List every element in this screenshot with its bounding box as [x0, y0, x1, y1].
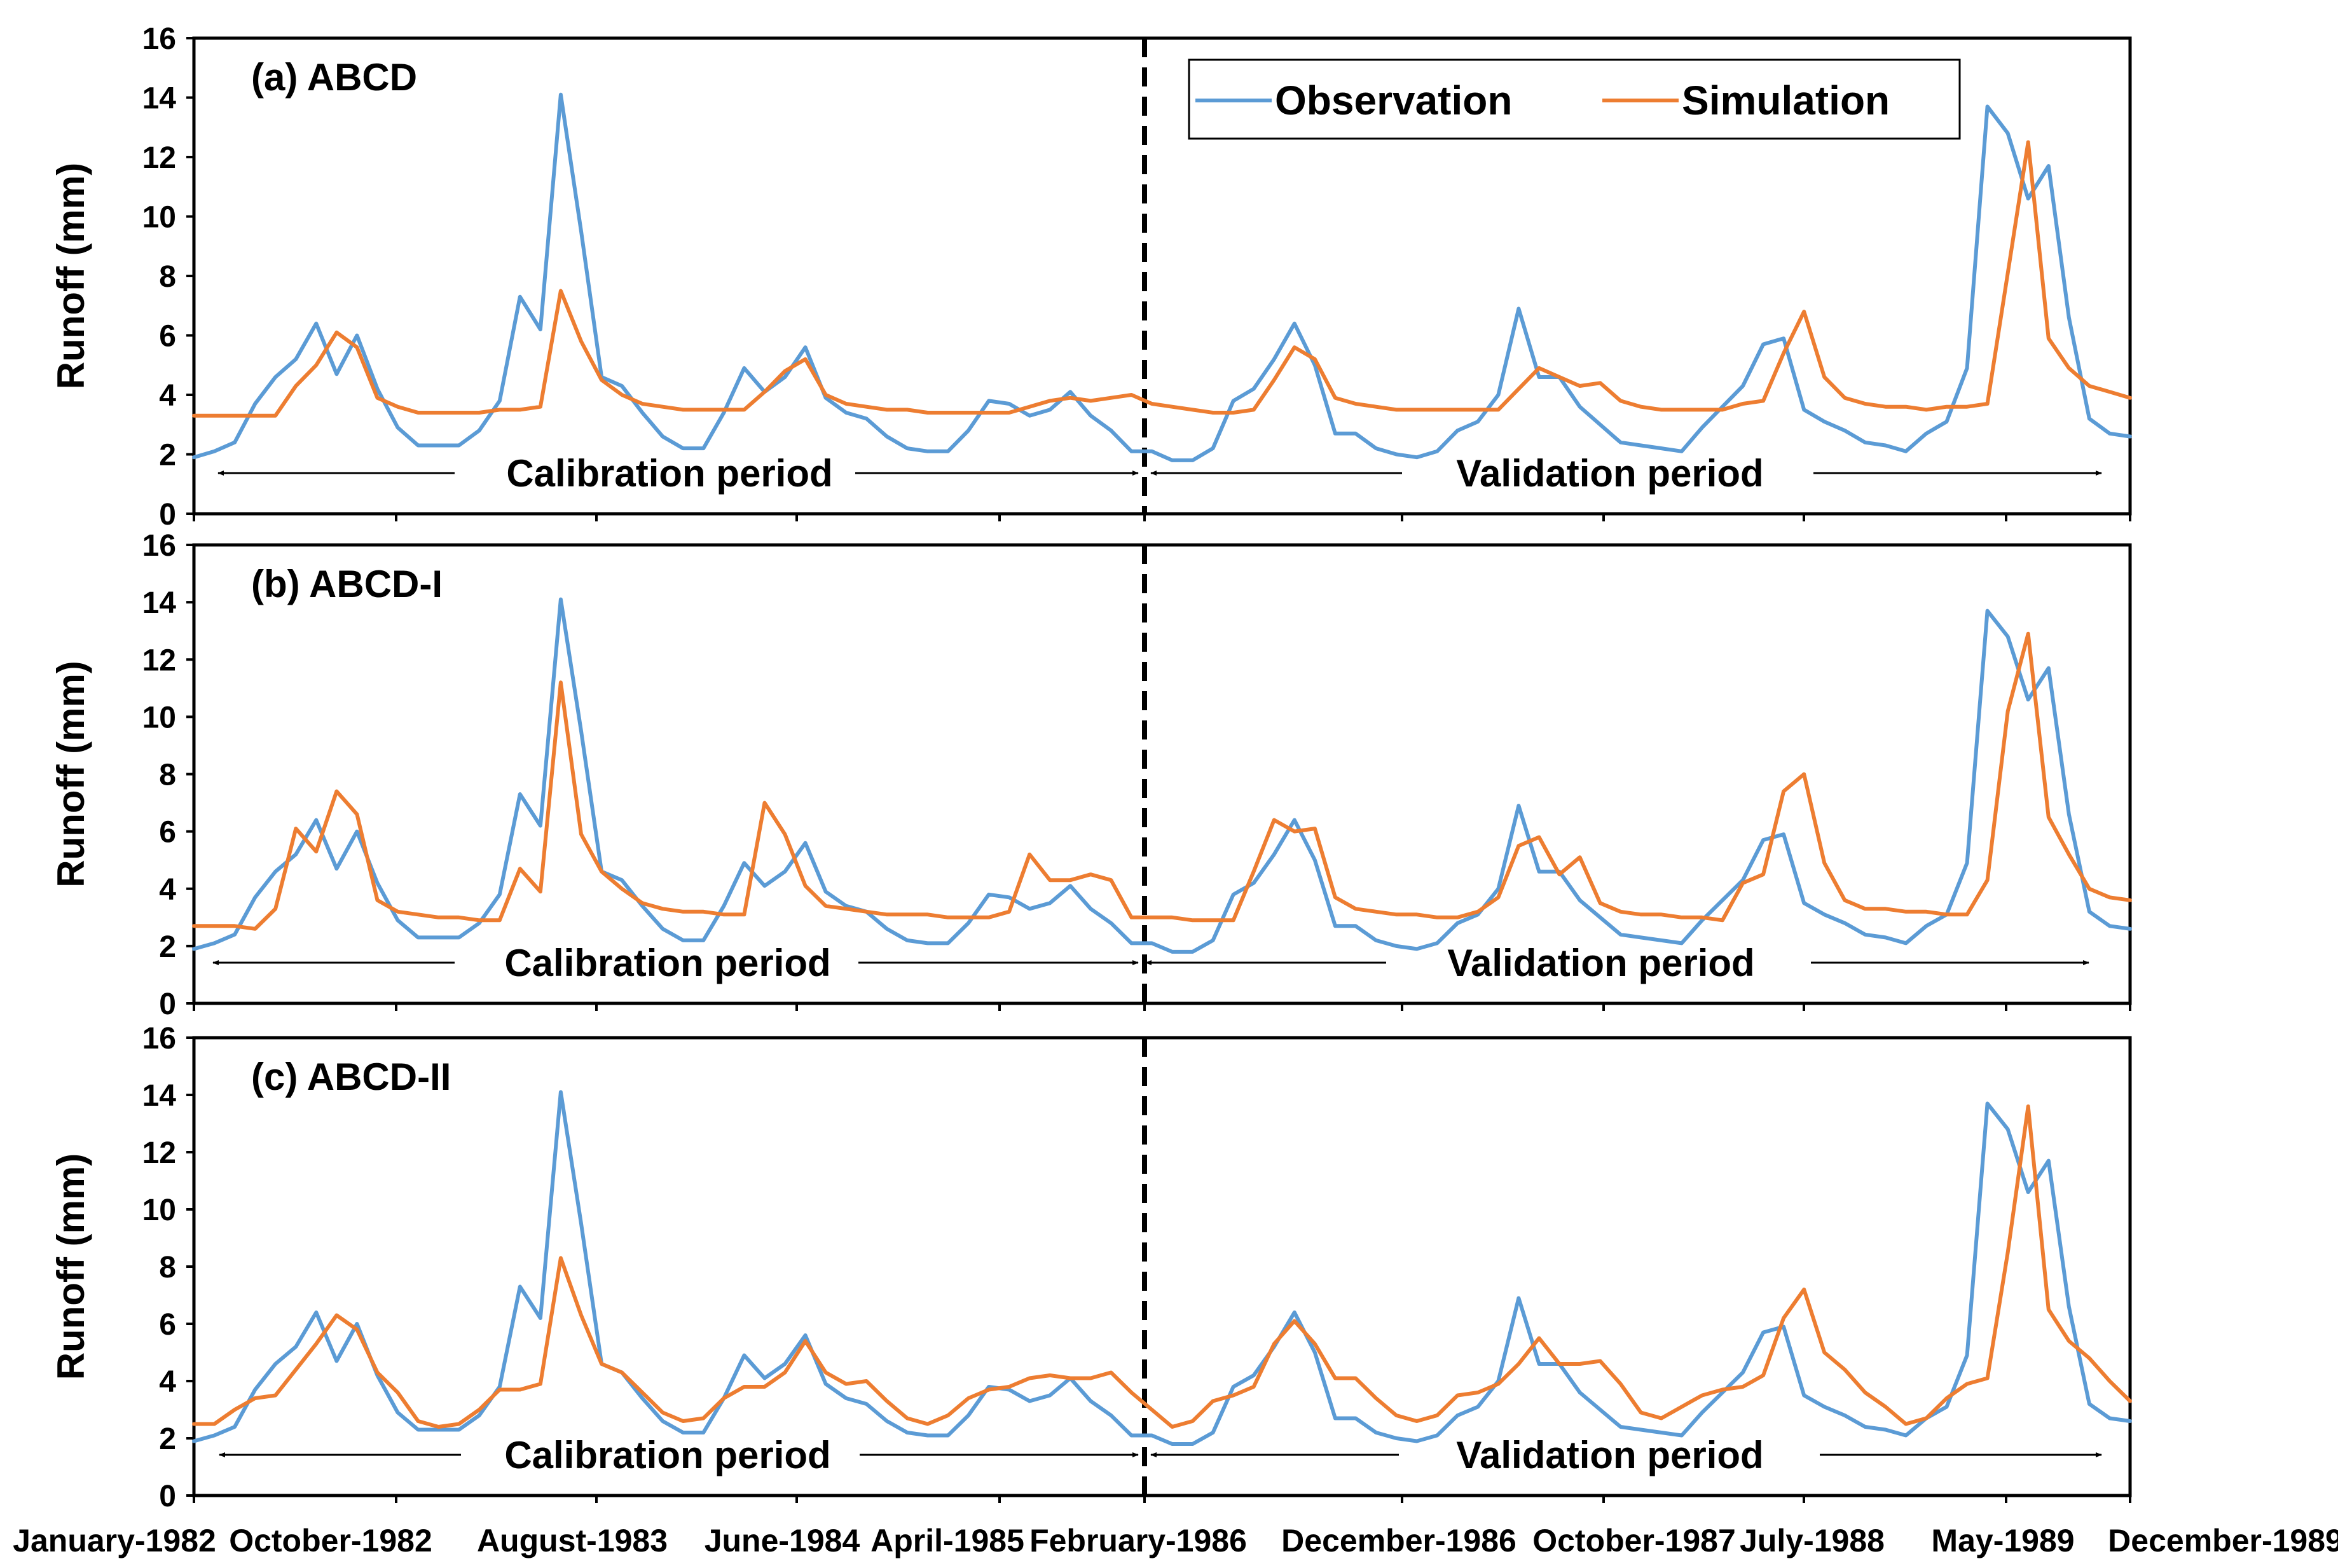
x-tick-label: December-1989: [2108, 1523, 2338, 1558]
y-tick-label: 2: [159, 930, 176, 964]
y-tick-label: 14: [142, 1079, 177, 1113]
simulation-series-line: [192, 1104, 2132, 1429]
x-tick-label: January-1982: [13, 1523, 216, 1558]
y-tick-label: 12: [142, 141, 176, 175]
plot-frame: [192, 1036, 2132, 1497]
y-tick-label: 2: [159, 1422, 176, 1456]
panel-title: (b) ABCD-I: [251, 563, 443, 605]
y-axis-title: Runoff (mm): [50, 1153, 92, 1380]
y-tick-label: 8: [159, 260, 176, 294]
x-tick-label: October-1987: [1532, 1523, 1736, 1558]
y-tick-label: 16: [142, 22, 176, 56]
y-tick-label: 6: [159, 1308, 176, 1342]
x-tick-label: July-1988: [1740, 1523, 1885, 1558]
legend: Observation Simulation: [1188, 58, 1961, 140]
y-axis-title: Runoff (mm): [50, 661, 92, 888]
y-tick-label: 4: [159, 379, 176, 413]
x-tick-label: June-1984: [705, 1523, 860, 1558]
y-tick-label: 10: [142, 1193, 176, 1227]
y-tick-label: 12: [142, 1136, 176, 1170]
y-tick-label: 2: [159, 439, 176, 472]
validation-period-label: Validation period: [1447, 942, 1754, 984]
x-tick-label: May-1989: [1931, 1523, 2074, 1558]
chart-panel-1: 0 2 4 6 8 10 12 14 16 Runoff (mm) (a) ABCD Calibrat…: [50, 22, 2132, 532]
validation-period-label: Validation period: [1456, 452, 1763, 495]
y-tick-label: 0: [159, 498, 176, 532]
legend-simulation-label: Simulation: [1682, 78, 1890, 123]
y-tick-label: 4: [159, 1365, 176, 1399]
simulation-series-line: [192, 140, 2132, 418]
observation-series-line: [192, 92, 2132, 462]
simulation-series-line: [192, 631, 2132, 931]
legend-observation-label: Observation: [1275, 78, 1512, 123]
observation-series-line: [192, 1090, 2132, 1446]
y-tick-label: 10: [142, 701, 176, 734]
y-tick-label: 14: [142, 586, 177, 620]
plot-frame: [192, 543, 2132, 1005]
calibration-period-label: Calibration period: [504, 1434, 830, 1476]
y-axis-title: Runoff (mm): [50, 163, 92, 390]
panel-title: (a) ABCD: [251, 56, 417, 99]
chart-panel-2: 0 2 4 6 8 10 12 14 16 Runoff (mm) (b) ABCD-I Calibr…: [50, 529, 2132, 1021]
y-tick-label: 0: [159, 1480, 176, 1513]
y-tick-label: 6: [159, 320, 176, 354]
calibration-period-label: Calibration period: [506, 452, 832, 495]
y-tick-label: 12: [142, 643, 176, 677]
calibration-period-label: Calibration period: [504, 942, 830, 984]
x-tick-label: December-1986: [1281, 1523, 1516, 1558]
x-axis-labels: January-1982 October-1982 August-1983 June-…: [13, 1523, 2338, 1558]
chart-panel-3: 0 2 4 6 8 10 12 14 16 Runoff (mm) (c) ABCD-II Calib…: [50, 1022, 2132, 1513]
y-tick-label: 6: [159, 816, 176, 849]
observation-series-line: [192, 597, 2132, 954]
y-tick-label: 4: [159, 873, 176, 907]
y-tick-label: 0: [159, 987, 176, 1021]
x-tick-label: April-1985: [870, 1523, 1024, 1558]
y-tick-label: 16: [142, 529, 176, 563]
y-tick-label: 8: [159, 759, 176, 792]
x-tick-label: February-1986: [1029, 1523, 1247, 1558]
legend-box: [1188, 58, 1961, 140]
panel-title: (c) ABCD-II: [251, 1056, 451, 1098]
x-tick-label: October-1982: [229, 1523, 432, 1558]
y-tick-label: 14: [142, 82, 177, 116]
y-tick-label: 16: [142, 1022, 176, 1056]
x-tick-label: August-1983: [477, 1523, 668, 1558]
validation-period-label: Validation period: [1456, 1434, 1763, 1476]
y-tick-label: 8: [159, 1251, 176, 1284]
y-tick-label: 10: [142, 201, 176, 235]
